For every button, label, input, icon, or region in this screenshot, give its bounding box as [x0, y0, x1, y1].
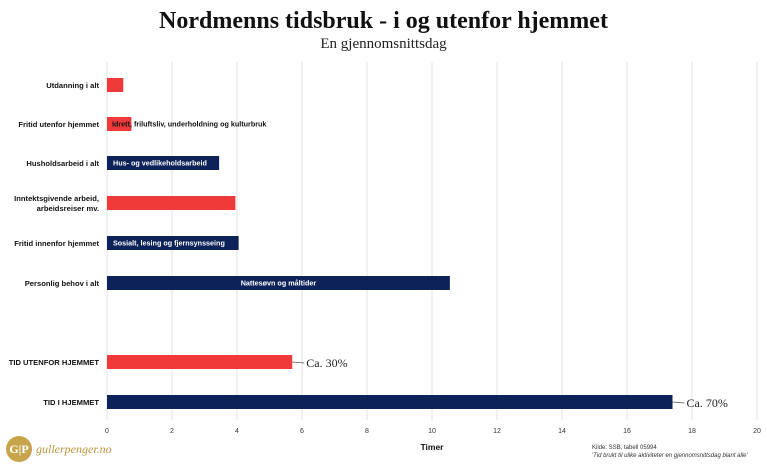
category-label: arbeidsreiser mv. — [37, 204, 99, 213]
category-label: Utdanning i alt — [46, 81, 99, 90]
bar — [107, 236, 239, 250]
x-tick-label: 0 — [105, 428, 109, 435]
bar — [107, 156, 220, 170]
x-tick-label: 18 — [688, 428, 696, 435]
x-tick-label: 12 — [493, 428, 501, 435]
bar — [107, 276, 450, 290]
bar-text: Sosialt, lesing og fjernsynsseing — [113, 239, 225, 248]
logo: G|P gullerpenger.no — [6, 436, 112, 462]
bar-text: Idrett, friluftsliv, underholdning og ku… — [112, 120, 266, 129]
x-tick-label: 16 — [623, 428, 631, 435]
category-label: Husholdsarbeid i alt — [26, 159, 99, 168]
bar-text: Hus- og vedlikeholdsarbeid — [113, 159, 207, 168]
x-tick-label: 20 — [753, 428, 761, 435]
chart-title: Nordmenns tidsbruk - i og utenfor hjemme… — [159, 8, 608, 34]
source-note: Kilde: SSB, tabell 05994 'Tid brukt til … — [592, 444, 748, 460]
callout-leader — [672, 401, 685, 404]
bar — [107, 117, 132, 131]
bar — [107, 78, 124, 92]
chart-subtitle: En gjennomsnittsdag — [320, 36, 447, 52]
category-label: Fritid innenfor hjemmet — [14, 239, 99, 248]
x-tick-label: 8 — [365, 428, 369, 435]
callout-label: Ca. 70% — [687, 396, 728, 410]
x-tick-label: 4 — [235, 428, 239, 435]
x-tick-label: 10 — [428, 428, 436, 435]
category-label: Fritid utenfor hjemmet — [18, 120, 99, 129]
bar — [107, 355, 293, 369]
category-label: Personlig behov i alt — [25, 279, 100, 288]
bar — [107, 395, 673, 409]
callout-leader — [292, 361, 305, 364]
bar — [107, 196, 236, 210]
logo-text: gullerpenger.no — [36, 441, 112, 456]
category-label: TID UTENFOR HJEMMET — [9, 358, 100, 367]
callout-label: Ca. 30% — [306, 356, 347, 370]
source-line: Kilde: SSB, tabell 05994 — [592, 445, 657, 451]
category-label: TID I HJEMMET — [43, 398, 99, 407]
category-label: Inntektsgivende arbeid, — [14, 194, 99, 203]
logo-mark-icon: G|P — [6, 436, 32, 462]
x-tick-label: 6 — [300, 428, 304, 435]
bar-text: Nattesøvn og måltider — [241, 279, 317, 288]
x-axis-label: Timer — [421, 442, 445, 452]
source-description: 'Tid brukt til ulike aktiviteter en gjen… — [592, 453, 748, 459]
x-tick-label: 14 — [558, 428, 566, 435]
x-tick-label: 2 — [170, 428, 174, 435]
